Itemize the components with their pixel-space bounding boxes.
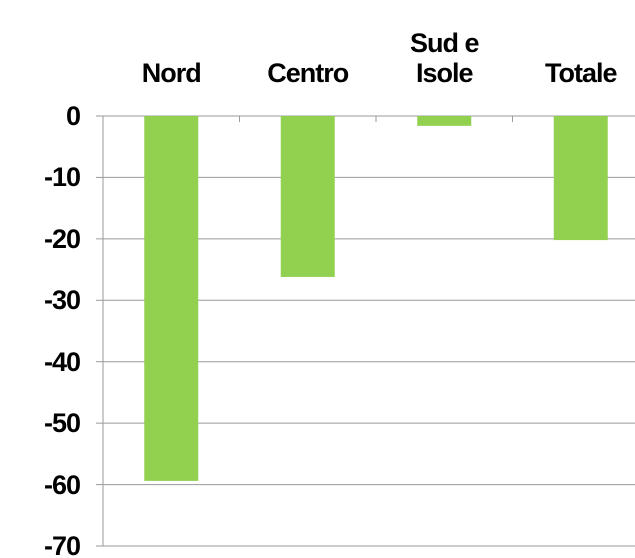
y-tick-label: -40 — [43, 346, 81, 377]
bar — [280, 116, 335, 277]
y-tick-label: -70 — [43, 531, 81, 558]
bar — [144, 116, 199, 481]
y-tick-label: -30 — [43, 285, 81, 316]
y-tick-label: -10 — [43, 162, 81, 193]
x-tick-label: Centro — [267, 58, 349, 88]
bar — [553, 116, 608, 241]
y-tick-label: -20 — [43, 223, 81, 254]
y-tick-label: 0 — [65, 101, 81, 131]
x-tick-label: Nord — [141, 58, 202, 88]
x-tick-label: Sud e Isole — [409, 28, 480, 88]
bar — [417, 116, 472, 126]
y-tick-label: -50 — [43, 408, 81, 439]
y-tick-label: -60 — [43, 469, 81, 500]
x-tick-label: Totale — [544, 58, 618, 88]
